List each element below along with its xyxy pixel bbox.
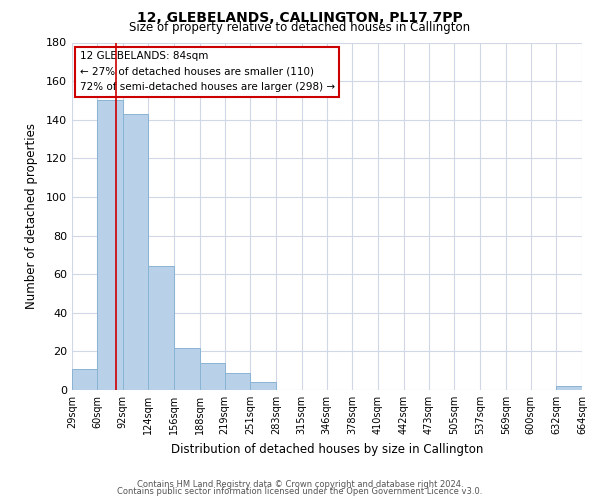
Bar	[200, 363, 224, 390]
Text: Size of property relative to detached houses in Callington: Size of property relative to detached ho…	[130, 21, 470, 34]
Bar	[72, 369, 97, 390]
Bar	[148, 266, 174, 390]
Text: 12, GLEBELANDS, CALLINGTON, PL17 7PP: 12, GLEBELANDS, CALLINGTON, PL17 7PP	[137, 11, 463, 25]
Text: Contains public sector information licensed under the Open Government Licence v3: Contains public sector information licen…	[118, 488, 482, 496]
Bar	[224, 372, 250, 390]
Text: Contains HM Land Registry data © Crown copyright and database right 2024.: Contains HM Land Registry data © Crown c…	[137, 480, 463, 489]
Bar	[250, 382, 276, 390]
Y-axis label: Number of detached properties: Number of detached properties	[25, 123, 38, 309]
X-axis label: Distribution of detached houses by size in Callington: Distribution of detached houses by size …	[171, 442, 483, 456]
Bar	[556, 386, 582, 390]
Bar	[122, 114, 148, 390]
Bar	[174, 348, 200, 390]
Text: 12 GLEBELANDS: 84sqm
← 27% of detached houses are smaller (110)
72% of semi-deta: 12 GLEBELANDS: 84sqm ← 27% of detached h…	[80, 51, 335, 92]
Bar	[97, 100, 122, 390]
